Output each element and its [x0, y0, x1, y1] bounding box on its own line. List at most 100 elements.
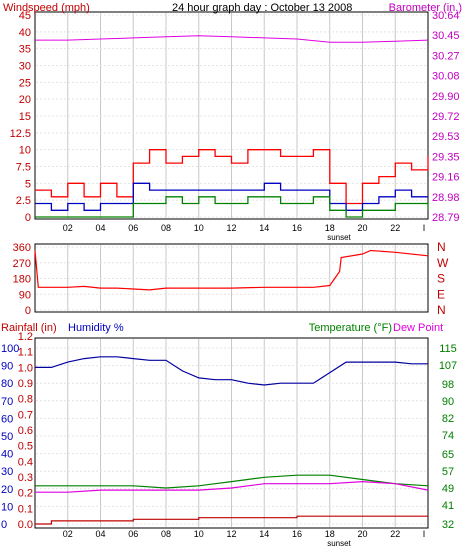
temperature-x-tick-label: 10 — [194, 529, 204, 539]
humidity-tick-label: 20 — [1, 484, 13, 496]
wind-x-tick-label: 06 — [128, 223, 138, 233]
temperature-series — [35, 356, 429, 525]
wind-left-tick-label: 25 — [19, 77, 31, 89]
gust-series-line — [35, 149, 429, 205]
humidity-tick-label: 0 — [1, 519, 7, 531]
temperature-x-tick-label: 14 — [259, 529, 269, 539]
wind-x-tick-label: 12 — [226, 223, 236, 233]
rain-tick-label: 0.2 — [18, 488, 33, 500]
direction-left-tick-label: 90 — [19, 289, 31, 301]
barometer-tick-label: 28.79 — [432, 212, 460, 224]
temperature-x-tick-label: 06 — [128, 529, 138, 539]
humidity-tick-label: 80 — [1, 378, 13, 390]
temperature-x-tick-label: 04 — [95, 529, 105, 539]
graph-title: 24 hour graph day : October 13 2008 — [172, 2, 352, 14]
wind-left-tick-label: 40 — [19, 27, 31, 39]
temperature-tick-label: 41 — [442, 500, 454, 512]
barometer-tick-label: 29.72 — [432, 111, 460, 123]
direction-left-tick-label: 360 — [13, 242, 31, 254]
temperature-series-line — [35, 474, 429, 489]
rainfall-axis-label: Rainfall (in) — [1, 322, 57, 334]
direction-compass-label: W — [437, 256, 449, 270]
barometer-axis-label: Barometer (in.) — [389, 2, 462, 14]
dewpoint-series-line — [35, 480, 429, 493]
wind-series — [35, 35, 429, 218]
wind-left-tick-label: 2.5 — [16, 195, 31, 207]
rain-ticks: 0.0 0.1 0.2 0.3 0.4 0.5 0.6 0.7 0.8 0.9 1.0 1.1 1.2 — [18, 331, 33, 531]
wind-x-tick-label: 22 — [390, 223, 400, 233]
wind-x-tick-label: 18 — [325, 223, 335, 233]
temperature-tick-label: 90 — [442, 396, 454, 408]
temperature-x-ticks: 02 04 06 08 10 12 14 16 18 20 22 I — [63, 529, 426, 539]
temperature-grid — [36, 339, 427, 527]
humidity-tick-label: 60 — [1, 413, 13, 425]
wind-left-tick-label: 5 — [25, 178, 31, 190]
rain-tick-label: 0.5 — [18, 441, 33, 453]
wind-left-tick-label: 20 — [19, 94, 31, 106]
rain-tick-label: 0.1 — [18, 503, 33, 515]
wind-x-tick-label: 20 — [357, 223, 367, 233]
temperature-ticks: 32 41 49 57 65 74 82 90 98 107 115 — [439, 343, 457, 531]
rain-tick-label: 0.3 — [18, 472, 33, 484]
rain-tick-label: 0.9 — [18, 378, 33, 390]
temperature-x-tick-label: 18 — [325, 529, 335, 539]
rain-tick-label: 0.4 — [18, 456, 33, 468]
direction-left-ticks: 0 90 180 270 360 — [13, 242, 31, 317]
humidity-tick-label: 50 — [1, 431, 13, 443]
temperature-x-tick-label: 16 — [292, 529, 302, 539]
direction-grid — [36, 245, 427, 311]
barometer-series-line — [35, 35, 429, 43]
wind-x-tick-label: 02 — [63, 223, 73, 233]
barometer-tick-label: 29.53 — [432, 131, 460, 143]
direction-left-tick-label: 180 — [13, 274, 31, 286]
direction-compass-label: N — [437, 240, 446, 254]
rain-tick-label: 0.7 — [18, 409, 33, 421]
rain-series-line — [35, 515, 428, 525]
barometer-tick-label: 30.08 — [432, 71, 460, 83]
barometer-tick-label: 28.98 — [432, 192, 460, 204]
wind-left-tick-label: 7.5 — [16, 162, 31, 174]
wind-left-tick-label: 35 — [19, 44, 31, 56]
humidity-axis-label: Humidity % — [68, 322, 124, 334]
humidity-tick-label: 30 — [1, 466, 13, 478]
wind-left-tick-label: 0 — [25, 212, 31, 224]
temperature-axis-label: Temperature (°F) — [309, 322, 392, 334]
barometer-tick-label: 30.64 — [432, 10, 460, 22]
wind-x-tick-label: 04 — [95, 223, 105, 233]
wind-left-ticks: 0 2.5 5 7.5 10 12.5 15 20 25 30 35 40 45 — [10, 10, 31, 224]
rain-tick-label: 1.1 — [18, 347, 33, 359]
barometer-tick-label: 29.16 — [432, 172, 460, 184]
rain-tick-label: 0.8 — [18, 394, 33, 406]
humidity-ticks: 0 10 20 30 40 50 60 70 80 90 100 — [1, 343, 19, 531]
barometer-tick-label: 29.35 — [432, 151, 460, 163]
barometer-tick-label: 29.90 — [432, 91, 460, 103]
rain-tick-label: 1.0 — [18, 362, 33, 374]
wind-x-ticks: 02 04 06 08 10 12 14 16 18 20 22 I — [63, 223, 426, 233]
wind-x-tick-label: 08 — [161, 223, 171, 233]
direction-left-tick-label: 270 — [13, 258, 31, 270]
rain-tick-label: 0.0 — [18, 519, 33, 531]
wind-x-tick-label: 10 — [194, 223, 204, 233]
direction-compass-label: N — [437, 303, 446, 317]
temperature-x-tick-label: 22 — [390, 529, 400, 539]
wind-right-ticks: 28.79 28.98 29.16 29.35 29.53 29.72 29.90 30.08… — [432, 10, 460, 224]
wind-left-tick-label: 15 — [19, 111, 31, 123]
temperature-tick-label: 115 — [439, 343, 457, 355]
humidity-tick-label: 70 — [1, 396, 13, 408]
temperature-tick-label: 74 — [442, 430, 454, 442]
direction-series-line — [34, 249, 429, 291]
wind-left-tick-label: 12.5 — [10, 128, 31, 140]
temperature-x-tick-label: 12 — [226, 529, 236, 539]
barometer-tick-label: 30.27 — [432, 50, 460, 62]
temperature-x-tick-label: 20 — [357, 529, 367, 539]
wind-left-tick-label: 45 — [19, 10, 31, 22]
direction-series — [34, 249, 429, 291]
barometer-tick-label: 30.45 — [432, 30, 460, 42]
temperature-x-tick-label: 08 — [161, 529, 171, 539]
dewpoint-axis-label: Dew Point — [393, 322, 443, 334]
